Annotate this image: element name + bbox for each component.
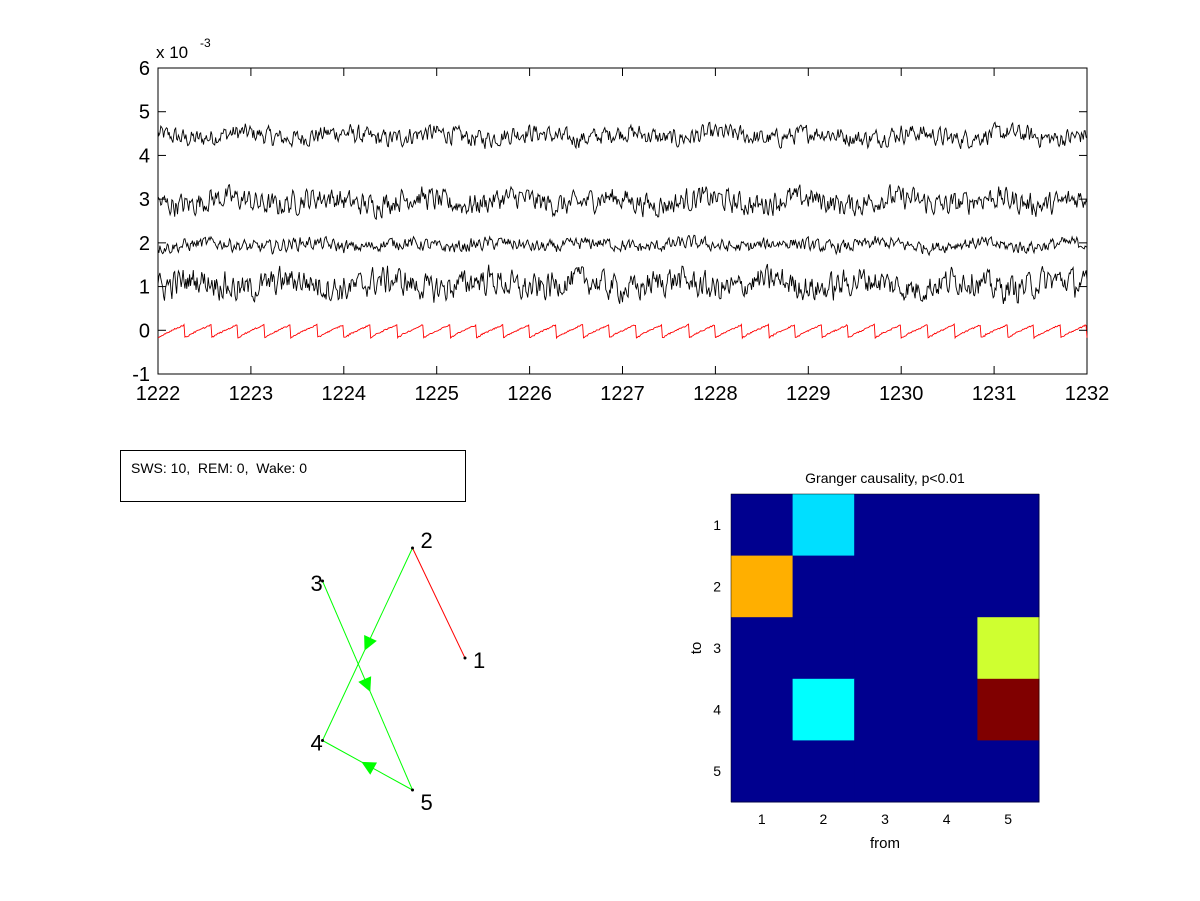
y-tick-label: 1 [139,277,150,299]
sleep-stage-text: SWS: 10, REM: 0, Wake: 0 [131,460,308,476]
heatmap-cell-2-3 [854,555,917,618]
traces-group [157,121,1088,340]
heatmap-cell-3-5 [977,617,1040,680]
heatmap-y-tick-label: 5 [713,763,721,779]
x-tick-label: 1227 [600,383,645,405]
heatmap-cell-4-2 [792,678,855,741]
heatmap-x-tick-label: 2 [820,811,828,827]
graph-arrowhead-3-5 [358,676,372,692]
graph-node-label-4: 4 [311,731,323,756]
heatmap-cell-3-3 [854,617,917,680]
graph-edge-2-1 [412,547,466,659]
x-tick-label: 1230 [879,383,924,405]
graph-node-4 [321,739,324,742]
heatmap-cell-1-1 [731,494,794,557]
y-tick-label: 5 [139,102,150,124]
heatmap-cell-3-1 [731,617,794,680]
heatmap-x-tick-label: 5 [1004,811,1012,827]
y-tick-label: -1 [132,364,150,386]
y-tick-label: 6 [139,58,150,80]
heatmap-y-tick-label: 3 [713,640,721,656]
trace-line-5 [157,323,1088,340]
heatmap-cell-1-3 [854,494,917,557]
heatmap-cell-5-3 [854,740,917,803]
trace-line-4 [157,263,1088,304]
heatmap-cell-5-5 [977,740,1040,803]
heatmap-cell-2-2 [792,555,855,618]
heatmap-cell-1-4 [915,494,978,557]
heatmap-cell-2-5 [977,555,1040,618]
trace-line-3 [157,234,1088,257]
x-tick-label: 1226 [507,383,552,405]
heatmap-cell-4-5 [977,678,1040,741]
y-tick-label: 3 [139,189,150,211]
graph-node-label-1: 1 [473,648,485,673]
graph-node-5 [411,788,414,792]
heatmap-cell-2-1 [731,555,794,618]
graph-node-1 [463,656,467,660]
heatmap-cell-5-4 [915,740,978,803]
x-tick-label: 1223 [229,383,274,405]
y-tick-label: 4 [139,145,150,167]
heatmap-y-label: to [688,642,705,655]
sleep-stage-info-box: SWS: 10, REM: 0, Wake: 0 [120,450,466,502]
heatmap-y-tick-label: 1 [713,517,721,533]
heatmap-x-tick-label: 3 [881,811,889,827]
heatmap-cell-1-2 [792,494,855,557]
x-tick-label: 1228 [693,383,738,405]
y-multiplier-label: x 10 [156,43,188,62]
heatmap-x-tick-label: 1 [758,811,766,827]
graph-node-3 [321,579,324,583]
graph-arrowhead-2-4 [364,634,377,651]
trace-line-1 [157,121,1088,150]
x-tick-label: 1224 [322,383,367,405]
heatmap-cell-1-5 [977,494,1040,557]
heatmap-cell-3-2 [792,617,855,680]
trace-plot-axes [157,67,1088,375]
x-tick-label: 1232 [1065,383,1110,405]
network-graph: 1 2 3 4 5 [311,528,486,815]
y-multiplier-exponent: -3 [200,36,211,50]
heatmap-x-tick-label: 4 [943,811,951,827]
heatmap-cell-5-2 [792,740,855,803]
graph-node-label-2: 2 [421,528,433,553]
heatmap-cell-5-1 [731,740,794,803]
heatmap-cell-4-4 [915,678,978,741]
heatmap-x-label: from [870,835,900,852]
x-tick-label: 1231 [972,383,1017,405]
heatmap-cell-4-3 [854,678,917,741]
graph-node-label-5: 5 [421,790,433,815]
graph-node-2 [411,546,414,550]
heatmap-title: Granger causality, p<0.01 [805,470,965,486]
y-tick-label: 2 [139,233,150,255]
heatmap-y-tick-label: 4 [713,702,721,718]
graph-arrowhead-5-4 [361,761,378,775]
x-tick-label: 1229 [786,383,831,405]
heatmap-cell-3-4 [915,617,978,680]
heatmap-border [730,493,1040,803]
heatmap [730,493,1040,803]
y-tick-label: 0 [139,320,150,342]
graph-node-label-3: 3 [311,571,323,596]
heatmap-cell-2-4 [915,555,978,618]
heatmap-y-tick-label: 2 [713,578,721,594]
x-tick-label: 1225 [414,383,459,405]
x-tick-label: 1222 [136,383,181,405]
trace-line-2 [157,183,1088,221]
heatmap-cell-4-1 [731,678,794,741]
